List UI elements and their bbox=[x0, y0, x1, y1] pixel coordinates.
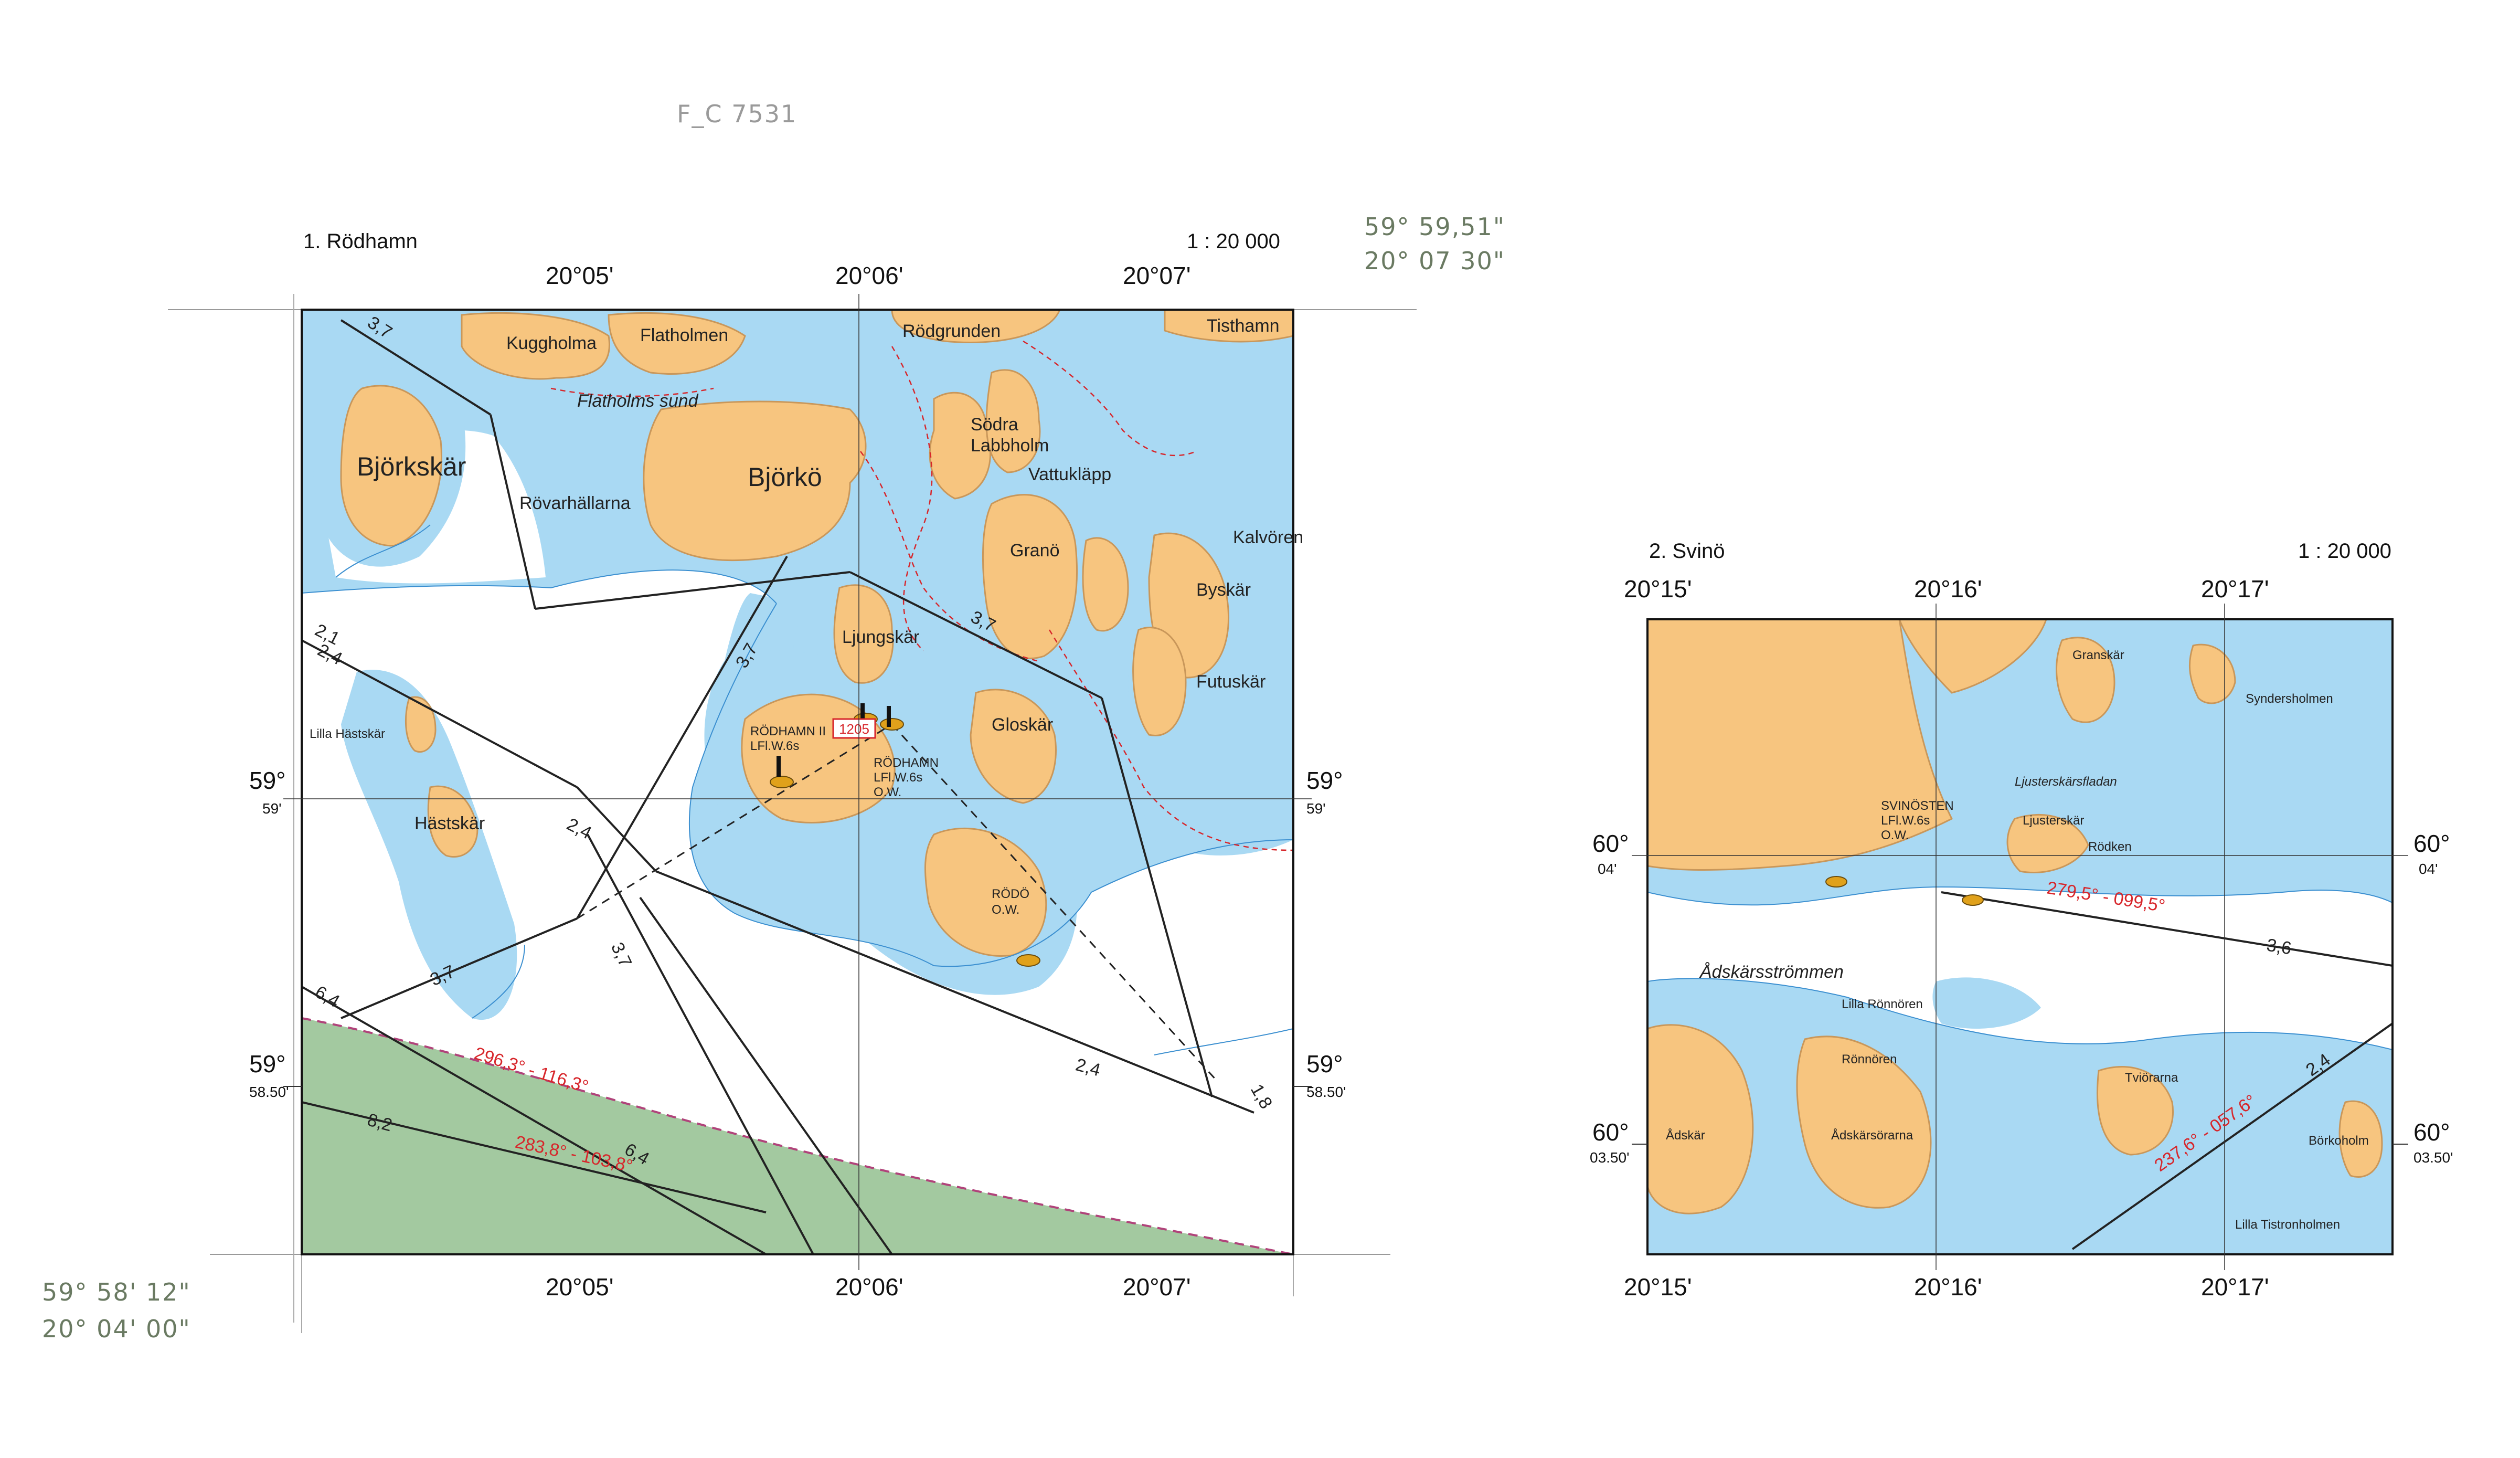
map1-lat-58-left: 59° bbox=[249, 1050, 286, 1077]
place-flatholmen: Flatholmen bbox=[640, 325, 729, 345]
map1-scale: 1 : 20 000 bbox=[1187, 230, 1280, 253]
place-tisthamn: Tisthamn bbox=[1207, 316, 1280, 336]
map2-bottom-lon-1: 20°15' bbox=[1624, 1273, 1692, 1301]
map2-lat-0350-right-sub: 03.50' bbox=[2413, 1149, 2453, 1166]
map1-badge: 1205 bbox=[839, 721, 869, 737]
map2-top-lon-3: 20°17' bbox=[2201, 575, 2269, 603]
place-rodhamn-ii: RÖDHAMN II bbox=[750, 724, 826, 738]
map1-lat-58-left-sub: 58.50' bbox=[249, 1084, 289, 1100]
map2-lat-0404-right-sub: 04' bbox=[2419, 861, 2438, 877]
map2-lat-0404-left: 60° bbox=[1592, 830, 1629, 857]
map2-title: 2. Svinö bbox=[1649, 540, 1725, 563]
place-grano: Granö bbox=[1010, 541, 1060, 561]
handwritten-lat-bottom-left: 59° 58' 12" bbox=[42, 1278, 191, 1306]
place-rodo-ow: O.W. bbox=[992, 903, 1020, 917]
place-rodhamn: RÖDHAMN bbox=[874, 756, 939, 770]
map2-bottom-lon-2: 20°16' bbox=[1914, 1273, 1982, 1301]
map2-bottom-lon-3: 20°17' bbox=[2201, 1273, 2269, 1301]
handwritten-lon-bottom-left: 20° 04' 00" bbox=[42, 1315, 191, 1343]
map1-lat-58-right-sub: 58.50' bbox=[1306, 1084, 1346, 1100]
place-rovarhallarna: Rövarhällarna bbox=[519, 493, 631, 513]
place-ljusterskar: Ljusterskär bbox=[2023, 813, 2085, 828]
map2-lat-0350-right: 60° bbox=[2413, 1118, 2450, 1146]
place-ljungskar: Ljungskär bbox=[842, 627, 920, 647]
place-labbholm: Labbholm bbox=[971, 436, 1049, 456]
place-gloskar: Gloskär bbox=[992, 715, 1054, 735]
map2-lat-0350-left: 60° bbox=[1592, 1118, 1629, 1146]
place-flatholms-sund: Flatholms sund bbox=[577, 391, 698, 411]
map2-lat-0404-right: 60° bbox=[2413, 830, 2450, 857]
place-lilla-ronnoren: Lilla Rönnören bbox=[1842, 997, 1923, 1011]
place-svinosten-light: LFl.W.6s bbox=[1881, 813, 1930, 828]
place-adskarsorarna: Ådskärsörarna bbox=[1831, 1128, 1913, 1143]
place-lilla-tistronholmen: Lilla Tistronholmen bbox=[2235, 1218, 2341, 1232]
place-bjorkskar: Björkskär bbox=[357, 452, 466, 481]
place-svinosten-ow: O.W. bbox=[1881, 828, 1909, 842]
map1-lat-59-right: 59° bbox=[1306, 767, 1343, 794]
map1-bottom-lon-3: 20°07' bbox=[1123, 1273, 1191, 1301]
handwritten-lat-top-right: 59° 59,51" bbox=[1364, 213, 1506, 241]
place-byskar: Byskär bbox=[1196, 580, 1251, 600]
map1-top-lon-2: 20°06' bbox=[835, 262, 903, 289]
place-rodo: RÖDÖ bbox=[992, 887, 1029, 901]
map2-lat-0350-left-sub: 03.50' bbox=[1590, 1149, 1630, 1166]
handwritten-lon-top-right: 20° 07 30" bbox=[1364, 247, 1506, 275]
place-lilla-hastskar: Lilla Hästskär bbox=[310, 727, 386, 741]
map1-lat-59-left: 59° bbox=[249, 767, 286, 794]
map1-top-lon-3: 20°07' bbox=[1123, 262, 1191, 289]
place-futuskar: Futuskär bbox=[1196, 672, 1266, 692]
place-rodgrunden: Rödgrunden bbox=[902, 321, 1001, 341]
map1-bottom-lon-1: 20°05' bbox=[546, 1273, 614, 1301]
place-rodhamn-light: LFl.W.6s bbox=[874, 770, 923, 785]
place-adskar: Ådskär bbox=[1666, 1128, 1705, 1143]
handwritten-code: F_C 7531 bbox=[677, 100, 798, 128]
place-bjorko: Björkö bbox=[748, 462, 822, 492]
map1-badge-box bbox=[832, 718, 876, 739]
place-rodhamn-ii-light: LFl.W.6s bbox=[750, 739, 800, 753]
place-rodhamn-ow: O.W. bbox=[874, 785, 902, 799]
map2-lat-0404-left-sub: 04' bbox=[1598, 861, 1617, 877]
map1-lat-58-right: 59° bbox=[1306, 1050, 1343, 1077]
place-syndersholmen: Syndersholmen bbox=[2246, 692, 2333, 706]
map2-top-lon-2: 20°16' bbox=[1914, 575, 1982, 603]
map1-bottom-lon-2: 20°06' bbox=[835, 1273, 903, 1301]
place-rodken: Rödken bbox=[2088, 840, 2132, 854]
map1-top-lon-1: 20°05' bbox=[546, 262, 614, 289]
place-tviorarna: Tviörarna bbox=[2125, 1071, 2178, 1085]
place-ronnoren: Rönnören bbox=[1842, 1052, 1897, 1066]
place-kuggholma: Kuggholma bbox=[506, 333, 597, 353]
place-kalvoren: Kalvören bbox=[1233, 527, 1304, 547]
place-hastskar: Hästskär bbox=[414, 813, 485, 833]
place-sodra: Södra bbox=[971, 415, 1018, 435]
map2-scale: 1 : 20 000 bbox=[2298, 540, 2391, 563]
map2-lead-depth-1: 3,6 bbox=[2265, 935, 2293, 959]
place-vattuklapp: Vattukläpp bbox=[1028, 464, 1112, 484]
map2-top-lon-1: 20°15' bbox=[1624, 575, 1692, 603]
place-ljusterskarsfladan: Ljusterskärsfladan bbox=[2015, 775, 2117, 789]
place-svinosten: SVINÖSTEN bbox=[1881, 799, 1954, 813]
place-adskarsstrommen: Ådskärsströmmen bbox=[1700, 962, 1844, 982]
map1-lat-59-left-sub: 59' bbox=[262, 800, 282, 817]
map1-lat-59-right-sub: 59' bbox=[1306, 800, 1326, 817]
place-borkoholm: Börkoholm bbox=[2309, 1134, 2369, 1148]
place-granskar: Granskär bbox=[2072, 648, 2124, 662]
map1-title: 1. Rödhamn bbox=[303, 230, 418, 253]
